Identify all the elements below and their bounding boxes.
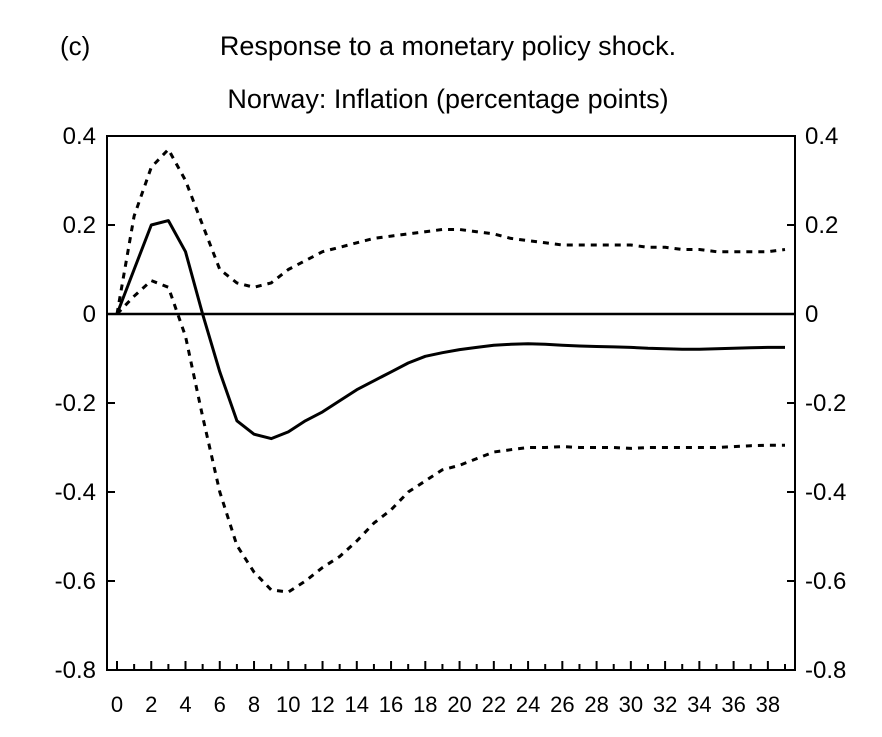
series-layer (115, 147, 786, 594)
y-tick-label-right: -0.2 (805, 390, 846, 417)
x-tick-label: 30 (619, 692, 643, 717)
x-tick-label: 32 (653, 692, 677, 717)
x-tick-label: 8 (248, 692, 260, 717)
y-axis-right: 0.4 0.2 0 -0.2 -0.4 -0.6 -0.8 (787, 123, 846, 684)
x-tick-label: 26 (550, 692, 574, 717)
x-tick-label: 36 (721, 692, 745, 717)
y-tick-label-right: -0.4 (805, 479, 846, 506)
y-tick-label-right: -0.6 (805, 568, 846, 595)
plot-frame (106, 135, 796, 671)
x-tick-label: 16 (379, 692, 403, 717)
x-tick-label: 18 (413, 692, 437, 717)
x-axis: 0 2 4 6 8 10 12 14 16 18 20 22 24 26 28 30 32 34 36 38 (111, 661, 786, 717)
x-tick-label: 4 (179, 692, 191, 717)
y-tick-label-left: -0.4 (55, 479, 96, 506)
x-tick-label: 10 (276, 692, 300, 717)
x-tick-label: 22 (482, 692, 506, 717)
y-tick-label-right: 0.4 (805, 123, 838, 150)
y-tick-label-left: 0.4 (63, 123, 96, 150)
x-tick-label: 6 (214, 692, 226, 717)
y-tick-label-right: -0.8 (805, 657, 846, 684)
lower-band-line (115, 279, 785, 594)
x-tick-label: 2 (145, 692, 157, 717)
y-tick-label-right: 0.2 (805, 212, 838, 239)
y-tick-label-left: -0.6 (55, 568, 96, 595)
x-tick-label: 28 (584, 692, 608, 717)
y-tick-label-left: 0 (83, 301, 96, 328)
y-tick-label-left: -0.2 (55, 390, 96, 417)
y-tick-label-right: 0 (805, 301, 818, 328)
panel-label: (c) (60, 31, 90, 61)
chart-title: Response to a monetary policy shock. (220, 31, 676, 61)
y-axis-left: 0.4 0.2 0 -0.2 -0.4 -0.6 -0.8 (55, 123, 115, 684)
y-tick-label-left: 0.2 (63, 212, 96, 239)
upper-band-line (115, 147, 786, 315)
x-tick-label: 12 (310, 692, 334, 717)
y-tick-label-left: -0.8 (55, 657, 96, 684)
x-tick-label: 20 (447, 692, 471, 717)
x-tick-label: 0 (111, 692, 123, 717)
x-tick-label: 38 (756, 692, 780, 717)
chart-subtitle: Norway: Inflation (percentage points) (227, 84, 668, 114)
x-tick-label: 34 (687, 692, 711, 717)
x-tick-label: 14 (345, 692, 369, 717)
x-tick-label: 24 (516, 692, 540, 717)
impulse-response-line (115, 219, 785, 441)
